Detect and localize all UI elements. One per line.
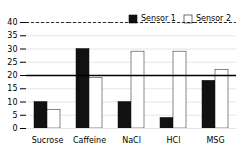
svg-text:Sucrose: Sucrose [32,136,64,144]
svg-text:MSG: MSG [206,136,224,144]
svg-text:20: 20 [7,71,17,80]
svg-text:15: 15 [7,84,17,93]
svg-text:Caffeine: Caffeine [73,136,106,144]
svg-text:HCl: HCl [167,136,181,144]
svg-text:30: 30 [7,45,17,54]
svg-text:40: 40 [7,18,17,27]
svg-text:10: 10 [7,98,17,107]
html-text:Sensor 2: Sensor 2 [195,14,231,23]
svg-text:25: 25 [7,58,17,67]
svg-text:0: 0 [12,124,17,133]
svg-text:5: 5 [12,111,17,120]
html-text:Sensor 1: Sensor 1 [140,14,176,23]
svg-text:NaCl: NaCl [122,136,141,144]
svg-text:35: 35 [7,31,17,40]
